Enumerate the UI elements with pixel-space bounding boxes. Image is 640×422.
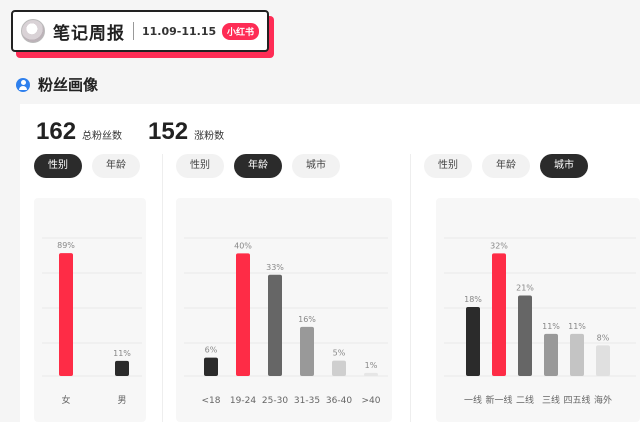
city-category-label: 三线 [542,394,560,406]
age-category-label: <18 [202,396,221,406]
tab-city[interactable]: 城市 [540,154,588,178]
fan-stats: 162 总粉丝数 152 涨粉数 [36,118,250,146]
city-chart-area: 18% 一线 32% 新一线 21% 二线 11% 三线 11% 四五线 8% 海外 [436,198,640,422]
tab-age[interactable]: 年龄 [482,154,530,178]
city-value-label: 32% [490,241,508,250]
gender-category-label: 女 [61,394,70,406]
city-value-label: 18% [464,295,482,304]
age-category-label: 31-35 [294,396,320,406]
report-date-range: 11.09-11.15 [142,24,217,38]
report-header: 笔记周报 11.09-11.15 小红书 [11,10,269,52]
age-chart-area: 6% <18 40% 19-24 33% 25-30 16% 31-35 5% 36-40 1% >4… [176,198,392,422]
avatar [21,19,45,43]
total-fans-label: 总粉丝数 [82,131,123,142]
header-divider [133,22,134,40]
fan-profile-card: 162 总粉丝数 152 涨粉数 性别 年龄 89% 女 11% 男 性别 年龄 城市… [20,104,640,422]
city-value-label: 8% [597,333,610,342]
new-fans-value: 152 [148,118,189,145]
city-panel-tabs: 性别 年龄 城市 [424,154,640,178]
age-bar [300,326,314,376]
tab-gender[interactable]: 性别 [34,154,82,178]
age-bar [332,360,346,376]
age-bar [364,372,378,376]
age-value-label: 33% [266,263,284,272]
gender-bar [115,360,129,376]
city-value-label: 21% [516,284,534,293]
gender-chart: 89% 女 11% 男 [42,237,142,406]
city-bar [466,307,480,376]
tab-city[interactable]: 城市 [292,154,340,178]
city-value-label: 11% [568,322,586,331]
tab-gender[interactable]: 性别 [424,154,472,178]
gender-panel: 性别 年龄 89% 女 11% 男 [34,154,162,422]
city-category-label: 海外 [594,394,612,406]
age-bar [236,253,250,376]
gender-category-label: 男 [117,395,126,406]
age-chart: 6% <18 40% 19-24 33% 25-30 16% 31-35 5% 36-40 1% >4… [184,237,388,406]
age-category-label: >40 [362,396,381,406]
tab-age[interactable]: 年龄 [92,154,140,178]
city-bar [570,333,584,376]
gender-panel-tabs: 性别 年龄 [34,154,162,178]
city-value-label: 11% [542,322,560,331]
age-value-label: 40% [234,241,252,250]
age-bar [268,274,282,376]
total-fans-value: 162 [36,118,77,145]
city-panel: 性别 年龄 城市 18% 一线 32% 新一线 21% 二线 11% 三线 11% 四五线 8% 海外 [424,154,640,422]
section-header: 粉丝画像 [16,74,98,95]
age-value-label: 6% [205,346,218,355]
city-bar [518,295,532,376]
age-category-label: 25-30 [262,396,288,406]
city-bar [596,345,610,376]
panel-divider [410,154,411,422]
age-panel: 性别 年龄 城市 6% <18 40% 19-24 33% 25-30 16% 31-35 5%… [176,154,408,422]
age-panel-tabs: 性别 年龄 城市 [176,154,408,178]
city-category-label: 新一线 [485,394,512,406]
city-category-label: 一线 [464,394,482,406]
city-bar [544,333,558,376]
report-title: 笔记周报 [53,23,125,44]
city-chart: 18% 一线 32% 新一线 21% 二线 11% 三线 11% 四五线 8% 海外 [444,237,636,406]
gender-chart-area: 89% 女 11% 男 [34,198,146,422]
age-value-label: 1% [365,361,378,370]
gender-value-label: 89% [57,241,75,250]
user-icon [16,77,30,92]
tab-gender[interactable]: 性别 [176,154,224,178]
age-category-label: 36-40 [326,396,352,406]
section-title: 粉丝画像 [38,76,99,94]
city-bar [492,253,506,376]
age-category-label: 19-24 [230,396,256,406]
panel-divider [162,154,163,422]
age-value-label: 16% [298,315,316,324]
age-value-label: 5% [333,349,346,358]
new-fans-label: 涨粉数 [194,131,225,142]
gender-value-label: 11% [113,349,131,358]
gender-bar [59,253,73,376]
brand-logo-badge: 小红书 [221,22,259,40]
city-category-label: 二线 [516,394,534,406]
tab-age[interactable]: 年龄 [234,154,282,178]
age-bar [204,357,218,376]
city-category-label: 四五线 [563,394,590,406]
